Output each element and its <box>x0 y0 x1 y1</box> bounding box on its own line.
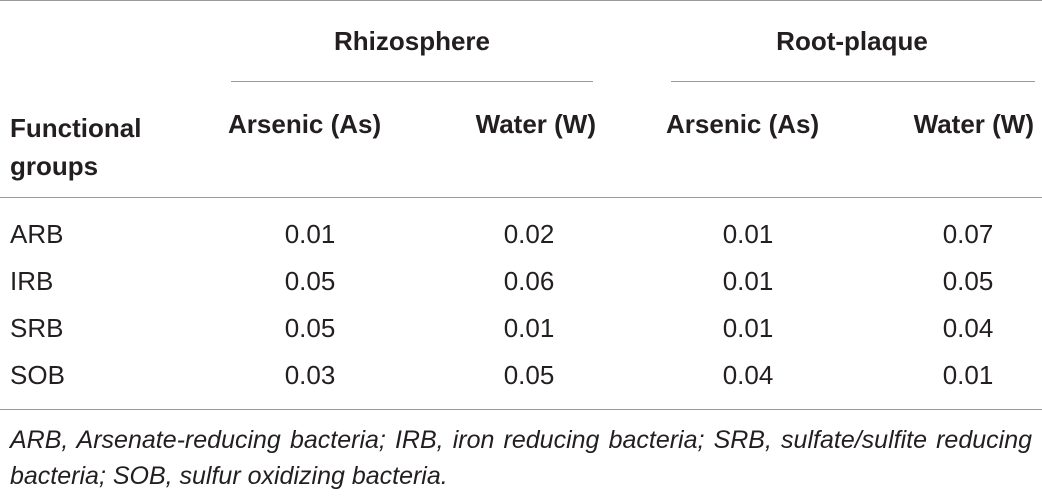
table-footnote: ARB, Arsenate-reducing bacteria; IRB, ir… <box>10 426 1032 490</box>
group-header-root-plaque: Root-plaque <box>776 26 928 56</box>
table-cell: 0.01 <box>284 219 336 249</box>
table-cell: 0.02 <box>503 219 555 249</box>
table-cell: 0.01 <box>503 313 555 343</box>
table-cell: 0.04 <box>722 360 774 390</box>
row-label-arb: ARB <box>10 219 64 249</box>
table-cell: 0.05 <box>503 360 555 390</box>
row-label-srb: SRB <box>10 313 64 343</box>
table-cell: 0.03 <box>284 360 336 390</box>
table-cell: 0.01 <box>722 266 774 296</box>
column-header-root-plaque-water: Water (W) <box>913 109 1034 139</box>
table-cell: 0.01 <box>722 313 774 343</box>
table-cell: 0.07 <box>942 219 994 249</box>
column-header-rhizosphere-arsenic: Arsenic (As) <box>228 109 382 139</box>
table-cell: 0.05 <box>942 266 994 296</box>
header-bottom-rule <box>0 197 1042 198</box>
group-header-rhizosphere: Rhizosphere <box>333 26 491 56</box>
column-header-rhizosphere-water: Water (W) <box>475 109 596 139</box>
table-cell: 0.01 <box>722 219 774 249</box>
column-header-functional-groups: Functional groups <box>10 113 142 181</box>
rhizosphere-group-rule <box>231 81 593 82</box>
table-cell: 0.04 <box>942 313 994 343</box>
table-cell: 0.05 <box>284 266 336 296</box>
table-bottom-rule <box>0 409 1042 410</box>
column-header-root-plaque-arsenic: Arsenic (As) <box>666 109 820 139</box>
table-cell: 0.01 <box>942 360 994 390</box>
table-cell: 0.05 <box>284 313 336 343</box>
table-top-rule <box>0 0 1042 1</box>
row-label-sob: SOB <box>10 360 65 390</box>
table-cell: 0.06 <box>503 266 555 296</box>
row-label-irb: IRB <box>10 266 54 296</box>
root-plaque-group-rule <box>671 81 1035 82</box>
